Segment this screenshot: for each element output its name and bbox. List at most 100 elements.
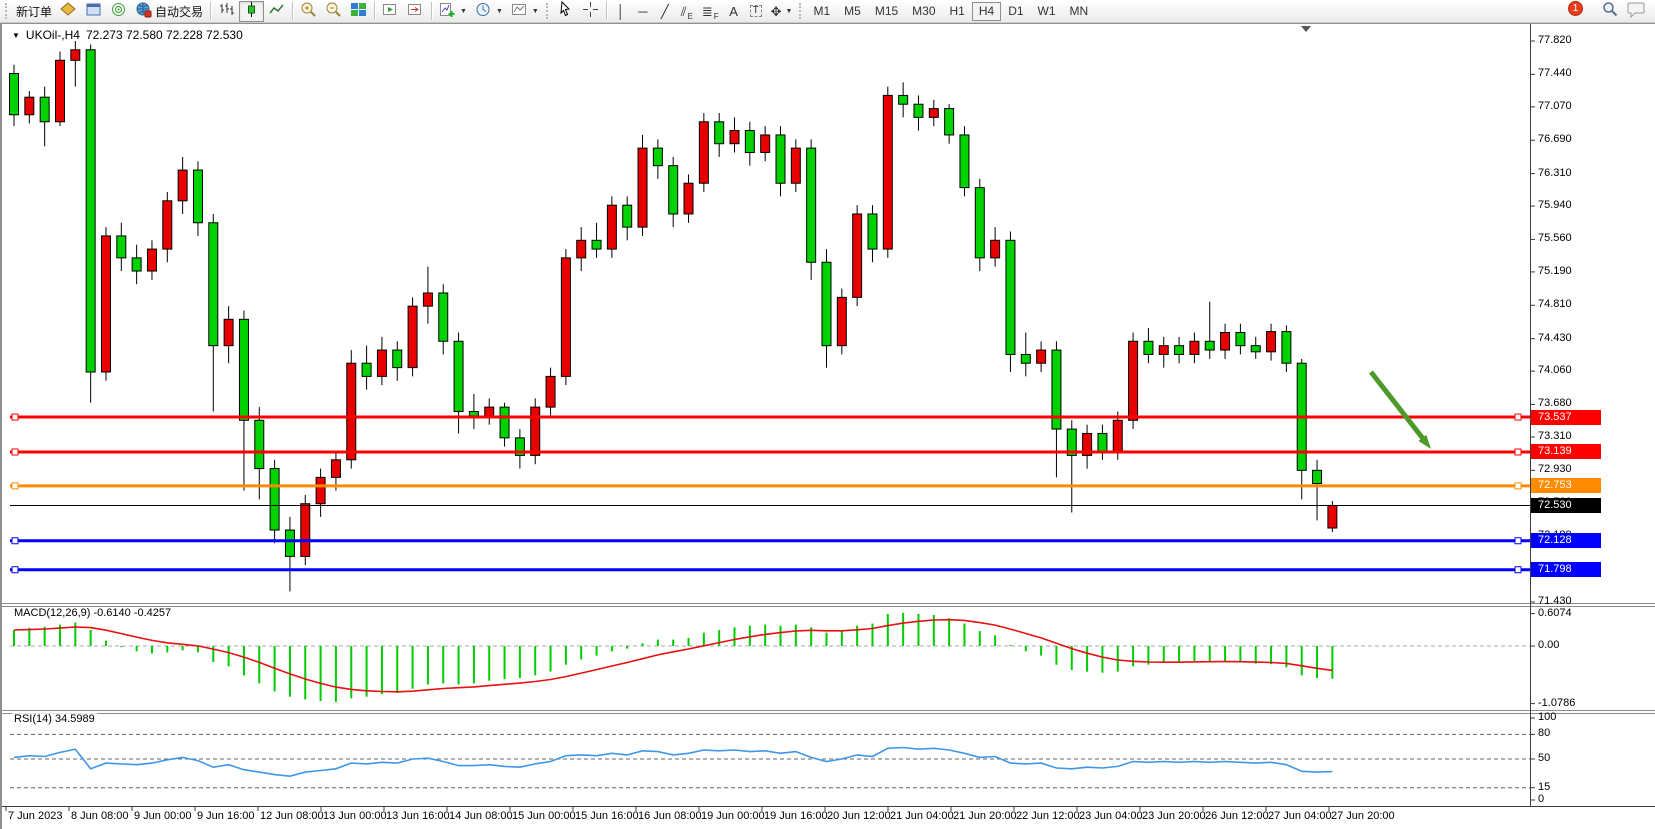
time-axis-label: 9 Jun 00:00 <box>134 810 192 822</box>
separator <box>210 2 212 20</box>
time-axis-label: 12 Jun 08:00 <box>260 810 324 822</box>
price-axis-label: 76.310 <box>1538 166 1572 179</box>
text-icon: A <box>729 3 738 19</box>
collapse-triangle-icon[interactable]: ▼ <box>12 30 20 40</box>
time-axis-label: 21 Jun 20:00 <box>953 810 1017 822</box>
separator <box>431 2 433 20</box>
zoom-in-icon <box>300 1 317 21</box>
window-icon <box>85 1 102 21</box>
timeframe-W1-button[interactable]: W1 <box>1037 4 1056 18</box>
auto-trading-button[interactable]: 自动交易 <box>131 1 207 22</box>
price-level-badge: 73.139 <box>1531 444 1601 460</box>
channel-e-label: E <box>687 11 693 21</box>
time-axis-label: 13 Jun 00:00 <box>323 810 387 822</box>
tool-bar-grip[interactable] <box>545 3 550 19</box>
indicators-button[interactable]: ▼ <box>435 1 471 22</box>
price-axis-label: 76.690 <box>1538 133 1572 146</box>
zoom-in-button[interactable] <box>296 1 321 22</box>
price-chart-canvas[interactable] <box>2 23 1655 829</box>
timeframe-M15-button[interactable]: M15 <box>874 4 899 18</box>
time-axis-label: 26 Jun 12:00 <box>1205 810 1269 822</box>
time-axis-label: 15 Jun 00:00 <box>512 810 576 822</box>
arrows-icon: ✥ <box>770 3 782 19</box>
price-axis-label: 73.310 <box>1538 429 1572 442</box>
chart-shift-button[interactable] <box>403 1 428 22</box>
symbol-period-label: UKOil-,H4 <box>25 28 80 42</box>
macd-axis-label: -1.0786 <box>1538 696 1576 709</box>
chat-icon[interactable] <box>1627 0 1647 23</box>
timeframe-M30-button[interactable]: M30 <box>912 4 936 18</box>
auto-scroll-icon <box>382 1 399 21</box>
vertical-line-icon: │ <box>616 3 625 19</box>
macd-indicator-label: MACD(12,26,9) -0.6140 -0.4257 <box>12 607 174 619</box>
price-axis-label: 77.070 <box>1538 99 1572 112</box>
zoom-out-button[interactable] <box>321 1 346 22</box>
zoom-out-icon <box>325 1 342 21</box>
crosshair-tool-button[interactable] <box>578 1 603 22</box>
price-axis-label: 77.440 <box>1538 67 1572 80</box>
rsi-axis-label: 80 <box>1538 727 1551 740</box>
vertical-line-tool-button[interactable]: │ <box>610 1 632 22</box>
horizontal-line-tool-button[interactable]: ─ <box>632 1 654 22</box>
cursor-tool-button[interactable] <box>553 0 578 22</box>
template-icon <box>511 1 528 21</box>
price-axis-label: 75.940 <box>1538 199 1572 212</box>
arrows-tool-button[interactable]: ✥ ▼ <box>767 1 797 22</box>
cursor-icon <box>557 0 574 21</box>
chevron-down-icon: ▼ <box>460 7 467 15</box>
time-axis-label: 27 Jun 04:00 <box>1268 810 1332 822</box>
text-tool-button[interactable]: A <box>723 1 745 22</box>
chart-window[interactable]: ▼ UKOil-,H4 72.273 72.580 72.228 72.530 … <box>0 23 1655 829</box>
signals-button[interactable] <box>106 1 131 22</box>
tile-windows-button[interactable] <box>346 1 371 22</box>
text-label-tool-button[interactable]: T <box>745 1 767 22</box>
chart-title: ▼ UKOil-,H4 72.273 72.580 72.228 72.530 <box>12 28 243 42</box>
rsi-axis-label: 50 <box>1538 752 1551 764</box>
toolbar-grip[interactable] <box>5 3 9 19</box>
notification-badge[interactable]: 1 <box>1568 1 1583 16</box>
data-window-button[interactable] <box>81 1 106 22</box>
price-axis-label: 77.820 <box>1538 34 1572 46</box>
text-label-icon: T <box>749 5 762 17</box>
clock-icon <box>475 1 492 21</box>
globe-icon <box>135 1 152 21</box>
timeframe-H4-button[interactable]: H4 <box>971 1 1002 21</box>
trendline-icon: ╱ <box>660 3 669 19</box>
rsi-indicator-label: RSI(14) 34.5989 <box>12 713 97 725</box>
chevron-down-icon: ▼ <box>785 7 793 15</box>
price-level-badge: 72.753 <box>1531 478 1601 494</box>
timeframe-M1-button[interactable]: M1 <box>813 4 831 18</box>
add-indicator-icon <box>439 1 456 21</box>
bar-chart-icon <box>218 1 235 21</box>
toolbar-right <box>1601 0 1647 23</box>
periods-button[interactable]: ▼ <box>471 1 507 22</box>
time-axis-label: 8 Jun 08:00 <box>71 810 129 822</box>
signal-icon <box>110 1 127 21</box>
search-icon[interactable] <box>1601 0 1619 23</box>
candlestick-mode-button[interactable] <box>239 0 265 22</box>
timeframe-H1-button[interactable]: H1 <box>949 4 965 18</box>
auto-scroll-button[interactable] <box>378 1 403 22</box>
time-axis-label: 27 Jun 20:00 <box>1331 810 1395 822</box>
bar-chart-mode-button[interactable] <box>214 1 239 22</box>
fibonacci-tool-button[interactable]: ≣ F <box>698 1 723 22</box>
fibonacci-icon: ≣ <box>701 3 713 19</box>
trendline-tool-button[interactable]: ╱ <box>654 1 676 22</box>
equidistant-channel-tool-button[interactable]: ⫽ E <box>676 1 698 22</box>
templates-button[interactable]: ▼ <box>507 1 543 22</box>
timeframe-M5-button[interactable]: M5 <box>844 4 861 18</box>
time-axis-label: 23 Jun 20:00 <box>1142 810 1206 822</box>
timeframe-D1-button[interactable]: D1 <box>1008 4 1024 18</box>
market-watch-button[interactable] <box>56 1 81 22</box>
timeframe-MN-button[interactable]: MN <box>1069 4 1089 18</box>
gold-diamond-icon <box>60 1 77 21</box>
chevron-down-icon: ▼ <box>495 7 503 15</box>
line-chart-mode-button[interactable] <box>264 1 289 22</box>
price-level-badge: 73.537 <box>1531 409 1601 425</box>
time-axis-label: 21 Jun 04:00 <box>890 810 954 822</box>
timeframe-grip[interactable] <box>799 3 803 19</box>
time-axis-label: 15 Jun 16:00 <box>575 810 639 822</box>
channel-icon: ⫽ <box>680 3 687 19</box>
new-order-button[interactable]: 新订单 <box>12 1 56 22</box>
line-chart-icon <box>268 1 285 21</box>
